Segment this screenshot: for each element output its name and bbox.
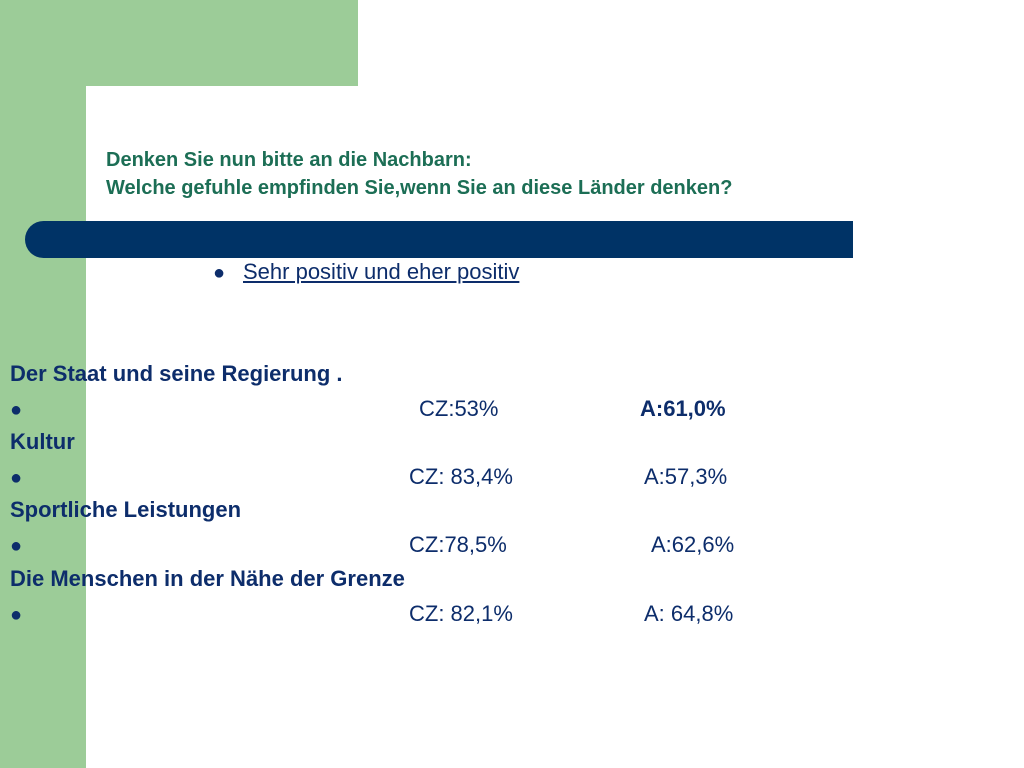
cz-value: CZ: 83,4% (409, 464, 513, 489)
value-row: ● CZ:78,5% A:62,6% (10, 531, 1000, 560)
cz-value: CZ: 82,1% (409, 601, 513, 626)
a-value: A:61,0% (640, 396, 726, 421)
bullet-icon: ● (10, 535, 23, 557)
bullet-icon: ● (10, 467, 23, 489)
category-label: Die Menschen in der Nähe der Grenze (10, 566, 405, 591)
bullet-dot-icon: ● (213, 262, 226, 284)
category-label: Sportliche Leistungen (10, 497, 242, 522)
category-label: Kultur (10, 429, 75, 454)
value-row: ● CZ: 82,1% A: 64,8% (10, 600, 1000, 629)
category-label: Der Staat und seine Regierung . (10, 361, 343, 386)
slide-title: Denken Sie nun bitte an die Nachbarn: We… (106, 146, 986, 202)
decorative-green-left-band (0, 0, 86, 768)
title-line-1: Denken Sie nun bitte an die Nachbarn: (106, 149, 472, 171)
cz-value: CZ:78,5% (409, 532, 507, 557)
title-line-2: Welche gefuhle empfinden Sie,wenn Sie an… (106, 177, 733, 199)
a-value: A:62,6% (651, 532, 735, 557)
a-value: A: 64,8% (644, 601, 734, 626)
decorative-navy-bar (25, 221, 853, 258)
cz-value: CZ:53% (419, 396, 499, 421)
value-row: ● CZ:53% A:61,0% (10, 395, 1000, 424)
decorative-rounded-corner (86, 86, 206, 206)
subtitle-text: Sehr positiv und eher positiv (243, 259, 520, 284)
a-value: A:57,3% (644, 464, 728, 489)
bullet-icon: ● (10, 399, 23, 421)
bullet-icon: ● (10, 604, 23, 626)
subtitle-bullet: ● Sehr positiv und eher positiv (213, 257, 519, 288)
value-row: ● CZ: 83,4% A:57,3% (10, 463, 1000, 492)
